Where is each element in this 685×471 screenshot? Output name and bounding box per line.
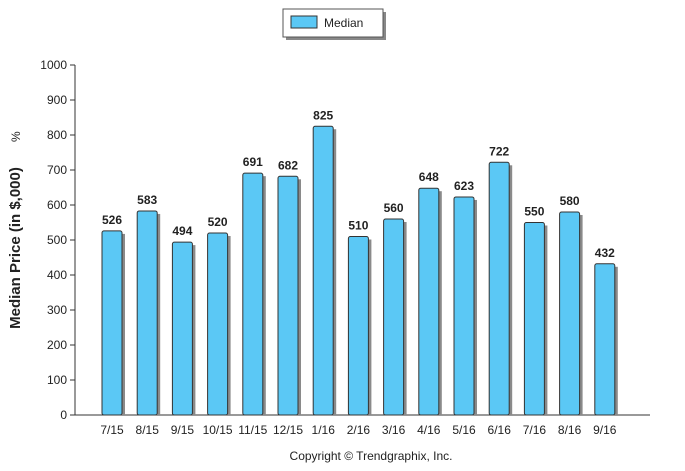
x-tick-label: 7/16 <box>523 423 547 437</box>
x-tick-label: 9/16 <box>593 423 617 437</box>
legend: Median <box>282 8 386 40</box>
x-tick-label: 5/16 <box>452 423 476 437</box>
x-tick-label: 6/16 <box>488 423 512 437</box>
y-tick-label: 900 <box>47 93 67 107</box>
data-label: 526 <box>102 213 122 227</box>
y-tick-label: 100 <box>47 373 67 387</box>
bar <box>523 222 545 416</box>
data-label: 682 <box>278 158 298 172</box>
y-axis-label: Median Price (in $,000) <box>7 167 24 329</box>
data-label: 432 <box>595 246 615 260</box>
x-tick-label: 7/15 <box>100 423 124 437</box>
bar <box>559 211 581 416</box>
bar <box>488 161 510 416</box>
data-label: 580 <box>560 194 580 208</box>
bar <box>136 210 158 416</box>
x-tick-label: 8/16 <box>558 423 582 437</box>
data-label: 583 <box>137 193 157 207</box>
bar <box>418 187 440 416</box>
x-axis-ticks: 7/15 8/15 9/15 10/15 11/15 12/15 1/16 2/16 3/16 4… <box>100 423 616 437</box>
y-tick-label: 700 <box>47 163 67 177</box>
data-label: 494 <box>172 224 192 238</box>
x-tick-label: 11/15 <box>238 423 267 437</box>
data-label: 550 <box>524 205 544 219</box>
y-tick-label: 600 <box>47 198 67 212</box>
data-label: 560 <box>384 201 404 215</box>
bar <box>207 232 229 416</box>
bar <box>453 196 475 416</box>
data-label: 623 <box>454 179 474 193</box>
y-tick-label: 500 <box>47 233 67 247</box>
y-tick-label: 400 <box>47 268 67 282</box>
bars <box>101 125 618 416</box>
y-tick-label: 200 <box>47 338 67 352</box>
data-label: 722 <box>489 144 509 158</box>
legend-label: Median <box>324 16 363 30</box>
x-tick-label: 3/16 <box>382 423 406 437</box>
bar <box>171 241 193 416</box>
y-axis-ticks: 0 100 200 300 400 500 600 700 800 900 1000 <box>40 58 75 422</box>
y-tick-label: 0 <box>60 408 67 422</box>
data-label: 510 <box>348 219 368 233</box>
y-axis-title: Median Price (in $,000) % <box>7 131 24 329</box>
y-axis-label-suffix: % <box>9 131 23 142</box>
y-tick-label: 1000 <box>40 58 67 72</box>
x-tick-label: 8/15 <box>136 423 160 437</box>
data-label: 520 <box>208 215 228 229</box>
legend-swatch <box>290 15 318 29</box>
y-tick-label: 800 <box>47 128 67 142</box>
x-tick-label: 10/15 <box>203 423 233 437</box>
y-tick-label: 300 <box>47 303 67 317</box>
x-tick-label: 2/16 <box>347 423 371 437</box>
data-label: 691 <box>243 155 263 169</box>
bar <box>277 175 299 416</box>
data-label: 648 <box>419 170 439 184</box>
bar <box>242 172 264 416</box>
x-tick-label: 1/16 <box>312 423 336 437</box>
data-labels: 526 583 494 520 691 682 825 510 560 648 623 722 550 5… <box>102 108 615 260</box>
bar <box>383 218 405 416</box>
bar <box>312 125 334 416</box>
copyright-text: Copyright © Trendgraphix, Inc. <box>290 449 453 463</box>
x-tick-label: 4/16 <box>417 423 441 437</box>
bar <box>101 230 123 416</box>
bar <box>347 236 369 416</box>
data-label: 825 <box>313 108 333 122</box>
x-tick-label: 9/15 <box>171 423 195 437</box>
bar <box>594 263 616 416</box>
x-tick-label: 12/15 <box>273 423 303 437</box>
